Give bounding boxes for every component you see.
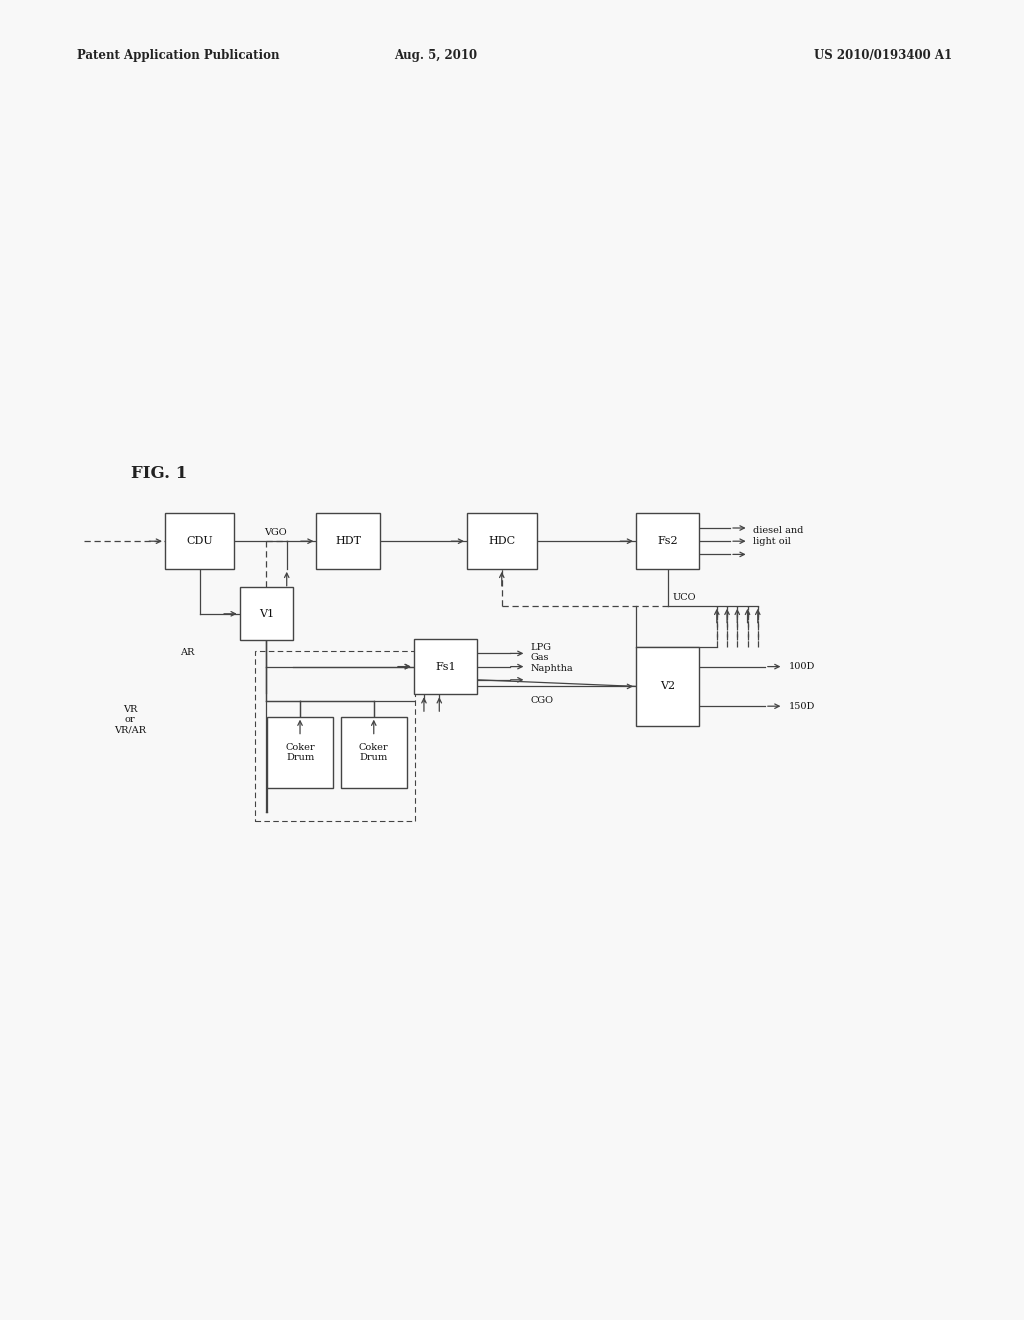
Text: 100D: 100D <box>788 663 815 671</box>
Text: Coker
Drum: Coker Drum <box>359 743 388 762</box>
Bar <box>255 651 415 821</box>
Text: VGO: VGO <box>264 528 287 537</box>
Text: FIG. 1: FIG. 1 <box>131 465 187 482</box>
Text: US 2010/0193400 A1: US 2010/0193400 A1 <box>814 49 952 62</box>
Bar <box>636 647 699 726</box>
Text: LPG
Gas
Naphtha: LPG Gas Naphtha <box>530 643 573 673</box>
Text: AR: AR <box>180 648 195 657</box>
Bar <box>165 513 234 569</box>
Text: V2: V2 <box>660 681 675 692</box>
Text: VR
or
VR/AR: VR or VR/AR <box>114 705 146 734</box>
Bar <box>414 639 477 694</box>
Text: CDU: CDU <box>186 536 213 546</box>
Text: Patent Application Publication: Patent Application Publication <box>77 49 280 62</box>
Text: V1: V1 <box>259 609 273 619</box>
Bar <box>316 513 380 569</box>
Bar <box>267 717 333 788</box>
Text: Fs2: Fs2 <box>657 536 678 546</box>
Bar <box>636 513 699 569</box>
Text: CGO: CGO <box>530 696 553 705</box>
Bar <box>341 717 407 788</box>
Text: Aug. 5, 2010: Aug. 5, 2010 <box>393 49 477 62</box>
Text: HDT: HDT <box>335 536 361 546</box>
Text: UCO: UCO <box>673 593 696 602</box>
Text: HDC: HDC <box>488 536 515 546</box>
Text: 150D: 150D <box>788 702 815 710</box>
Bar <box>240 587 293 640</box>
Text: Coker
Drum: Coker Drum <box>286 743 314 762</box>
Bar <box>467 513 537 569</box>
Text: Fs1: Fs1 <box>435 661 456 672</box>
Text: diesel and
light oil: diesel and light oil <box>753 527 803 545</box>
